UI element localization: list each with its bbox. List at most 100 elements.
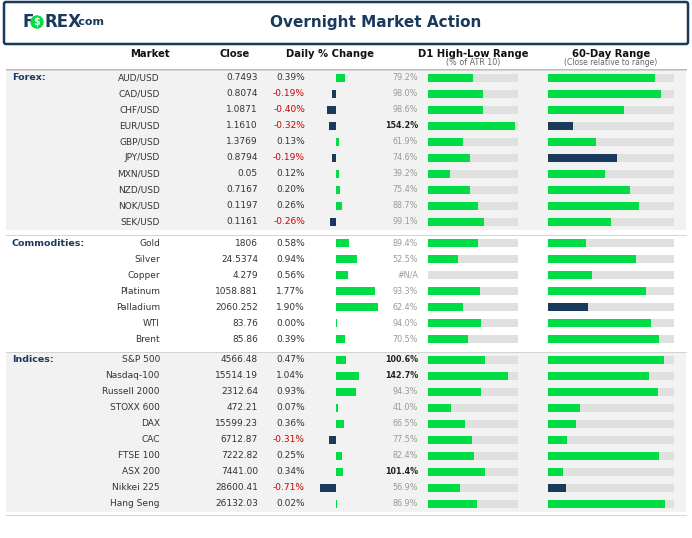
Text: Silver: Silver — [134, 254, 160, 264]
Text: 94.0%: 94.0% — [392, 318, 418, 328]
Text: Overnight Market Action: Overnight Market Action — [271, 15, 482, 30]
Bar — [428, 154, 518, 162]
Text: 41.0%: 41.0% — [393, 404, 418, 413]
Text: 15514.19: 15514.19 — [215, 372, 258, 380]
Bar — [428, 388, 481, 396]
Text: 0.7493: 0.7493 — [226, 74, 258, 82]
Text: CAD/USD: CAD/USD — [118, 89, 160, 98]
Bar — [428, 202, 518, 210]
Text: 0.20%: 0.20% — [276, 186, 305, 195]
Bar — [6, 166, 686, 182]
Bar — [548, 255, 674, 263]
Bar — [428, 287, 480, 295]
Text: 101.4%: 101.4% — [385, 468, 418, 477]
Bar — [6, 432, 686, 448]
Bar — [548, 74, 674, 82]
Bar — [548, 106, 674, 114]
Bar — [6, 102, 686, 118]
Bar — [548, 319, 651, 327]
Text: 93.3%: 93.3% — [392, 287, 418, 295]
Bar — [428, 106, 518, 114]
Bar — [428, 468, 518, 476]
Bar — [548, 404, 674, 412]
Text: 1058.881: 1058.881 — [215, 287, 258, 295]
Bar — [428, 106, 484, 114]
Text: 0.39%: 0.39% — [276, 74, 305, 82]
Bar — [428, 287, 518, 295]
Text: -0.31%: -0.31% — [273, 435, 305, 444]
Text: 39.2%: 39.2% — [392, 169, 418, 179]
Text: Indices:: Indices: — [12, 356, 53, 365]
Text: 7222.82: 7222.82 — [221, 451, 258, 461]
Text: 52.5%: 52.5% — [392, 254, 418, 264]
Text: #N/A: #N/A — [397, 271, 418, 280]
Text: 6712.87: 6712.87 — [221, 435, 258, 444]
Bar — [428, 484, 460, 492]
Text: .com: .com — [75, 17, 105, 27]
Text: 0.56%: 0.56% — [276, 271, 305, 280]
Bar — [336, 271, 348, 279]
Text: AUD/USD: AUD/USD — [118, 74, 160, 82]
Text: 1806: 1806 — [235, 238, 258, 247]
Text: 98.0%: 98.0% — [392, 89, 418, 98]
Bar — [336, 388, 356, 396]
Bar — [320, 484, 336, 492]
Text: Brent: Brent — [136, 335, 160, 343]
Text: 1.90%: 1.90% — [276, 302, 305, 312]
Bar — [428, 500, 518, 508]
Bar — [548, 138, 674, 146]
Bar — [329, 436, 336, 444]
Bar — [548, 287, 646, 295]
Text: -0.19%: -0.19% — [273, 153, 305, 162]
Text: 0.8074: 0.8074 — [226, 89, 258, 98]
Bar — [428, 74, 473, 82]
Bar — [548, 122, 573, 130]
Bar — [548, 436, 567, 444]
Text: 1.04%: 1.04% — [276, 372, 305, 380]
Bar — [6, 283, 686, 299]
Text: 4566.48: 4566.48 — [221, 356, 258, 365]
Bar — [548, 74, 655, 82]
Bar — [548, 335, 659, 343]
Text: 2312.64: 2312.64 — [221, 387, 258, 397]
Bar — [428, 255, 457, 263]
Bar — [336, 170, 338, 178]
Bar — [428, 170, 518, 178]
Bar — [548, 186, 630, 194]
Bar — [548, 468, 563, 476]
Text: 0.34%: 0.34% — [276, 468, 305, 477]
Bar — [327, 106, 336, 114]
Text: 70.5%: 70.5% — [392, 335, 418, 343]
Bar — [428, 452, 518, 460]
Bar — [6, 251, 686, 267]
Text: 0.94%: 0.94% — [276, 254, 305, 264]
Text: 0.25%: 0.25% — [276, 451, 305, 461]
Bar — [428, 468, 485, 476]
Bar — [548, 287, 674, 295]
Bar — [6, 118, 686, 134]
Text: FTSE 100: FTSE 100 — [118, 451, 160, 461]
Text: 0.02%: 0.02% — [276, 499, 305, 508]
Bar — [428, 388, 518, 396]
Bar — [428, 356, 484, 364]
Bar — [548, 388, 657, 396]
Bar — [428, 420, 466, 428]
Bar — [428, 239, 478, 247]
Bar — [6, 352, 686, 368]
Bar — [428, 303, 518, 311]
Bar — [428, 122, 518, 130]
Text: -0.40%: -0.40% — [273, 105, 305, 115]
Bar — [6, 464, 686, 480]
Bar — [548, 90, 674, 98]
Text: DAX: DAX — [141, 420, 160, 428]
Bar — [428, 74, 518, 82]
Text: 98.6%: 98.6% — [392, 105, 418, 115]
Bar — [336, 138, 339, 146]
Bar — [428, 138, 463, 146]
Bar — [6, 315, 686, 331]
Text: 0.93%: 0.93% — [276, 387, 305, 397]
Bar — [332, 90, 336, 98]
Bar — [6, 198, 686, 214]
Bar — [336, 287, 375, 295]
Bar — [330, 218, 336, 226]
